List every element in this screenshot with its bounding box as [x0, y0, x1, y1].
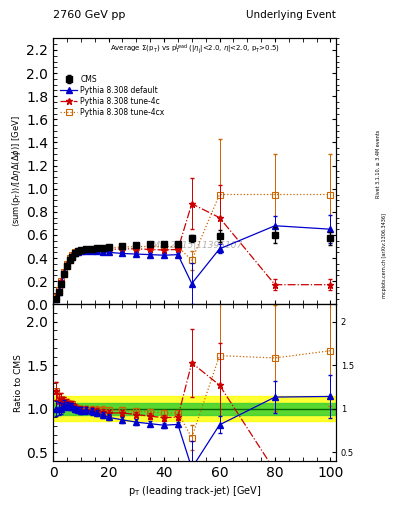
Pythia 8.308 tune-4c — [176, 246, 180, 252]
Line: Pythia 8.308 tune-4cx: Pythia 8.308 tune-4cx — [53, 191, 333, 300]
Pythia 8.308 default — [90, 247, 94, 253]
X-axis label: p$_{\rm T}$ (leading track-jet) [GeV]: p$_{\rm T}$ (leading track-jet) [GeV] — [128, 484, 261, 498]
Pythia 8.308 default — [67, 256, 72, 262]
Pythia 8.308 tune-4c — [67, 255, 72, 261]
Pythia 8.308 tune-4cx — [62, 269, 66, 275]
Text: Underlying Event: Underlying Event — [246, 10, 336, 20]
Pythia 8.308 tune-4c — [56, 287, 61, 293]
Pythia 8.308 tune-4c — [79, 247, 83, 253]
Pythia 8.308 default — [95, 248, 100, 254]
Pythia 8.308 tune-4c — [53, 294, 58, 301]
Pythia 8.308 tune-4cx — [56, 287, 61, 293]
Pythia 8.308 tune-4cx — [134, 244, 139, 250]
Pythia 8.308 tune-4cx — [64, 261, 69, 267]
Y-axis label: Ratio to CMS: Ratio to CMS — [15, 354, 24, 412]
Pythia 8.308 default — [62, 270, 66, 276]
Pythia 8.308 tune-4cx — [328, 191, 333, 198]
Pythia 8.308 tune-4c — [95, 247, 100, 253]
Pythia 8.308 tune-4cx — [84, 247, 89, 253]
Pythia 8.308 default — [79, 248, 83, 254]
Pythia 8.308 tune-4c — [70, 251, 75, 258]
Pythia 8.308 tune-4c — [273, 282, 277, 288]
Pythia 8.308 tune-4cx — [273, 191, 277, 198]
Pythia 8.308 tune-4cx — [101, 245, 105, 251]
Pythia 8.308 tune-4c — [90, 247, 94, 253]
Pythia 8.308 default — [84, 247, 89, 253]
Pythia 8.308 default — [134, 251, 139, 257]
Pythia 8.308 default — [101, 249, 105, 255]
Text: Rivet 3.1.10, ≥ 3.4M events: Rivet 3.1.10, ≥ 3.4M events — [376, 130, 380, 198]
Pythia 8.308 default — [56, 289, 61, 295]
Pythia 8.308 tune-4c — [189, 201, 194, 207]
Pythia 8.308 tune-4c — [120, 246, 125, 252]
Pythia 8.308 tune-4c — [84, 247, 89, 253]
Pythia 8.308 tune-4cx — [148, 244, 152, 250]
Pythia 8.308 tune-4c — [64, 261, 69, 267]
Pythia 8.308 default — [162, 252, 166, 258]
Pythia 8.308 default — [120, 250, 125, 257]
Pythia 8.308 tune-4cx — [79, 247, 83, 253]
Pythia 8.308 tune-4c — [328, 282, 333, 288]
Pythia 8.308 default — [53, 295, 58, 302]
Pythia 8.308 tune-4c — [217, 215, 222, 221]
Pythia 8.308 tune-4cx — [120, 244, 125, 250]
Bar — [53, 396, 336, 421]
Pythia 8.308 default — [273, 223, 277, 229]
Line: Pythia 8.308 tune-4c: Pythia 8.308 tune-4c — [52, 200, 334, 301]
Pythia 8.308 tune-4cx — [95, 246, 100, 252]
Pythia 8.308 default — [64, 262, 69, 268]
Pythia 8.308 tune-4cx — [53, 294, 58, 301]
Text: 2760 GeV pp: 2760 GeV pp — [53, 10, 125, 20]
Pythia 8.308 tune-4c — [134, 246, 139, 252]
Pythia 8.308 tune-4c — [101, 247, 105, 253]
Pythia 8.308 default — [59, 281, 64, 287]
Pythia 8.308 default — [176, 251, 180, 258]
Pythia 8.308 tune-4cx — [76, 248, 81, 254]
Pythia 8.308 tune-4cx — [217, 191, 222, 198]
Text: Average $\Sigma$(p$_{\rm T}$) vs p$_{\rm T}^{\rm lead}$ (|$\eta_{\rm j}$|<2.0, $: Average $\Sigma$(p$_{\rm T}$) vs p$_{\rm… — [110, 42, 279, 56]
Pythia 8.308 tune-4cx — [73, 249, 77, 255]
Y-axis label: $\langle$sum(p$_{\rm T}$)$\rangle$/[$\Delta\eta\Delta(\Delta\phi)$] [GeV]: $\langle$sum(p$_{\rm T}$)$\rangle$/[$\De… — [10, 115, 23, 227]
Text: CMS_2015|11395107: CMS_2015|11395107 — [147, 241, 242, 250]
Pythia 8.308 tune-4c — [59, 278, 64, 284]
Pythia 8.308 tune-4c — [106, 246, 111, 252]
Pythia 8.308 tune-4cx — [90, 246, 94, 252]
Pythia 8.308 default — [73, 250, 77, 257]
Pythia 8.308 tune-4cx — [106, 245, 111, 251]
Pythia 8.308 tune-4cx — [70, 251, 75, 258]
Pythia 8.308 tune-4cx — [67, 255, 72, 261]
Pythia 8.308 default — [189, 281, 194, 287]
Pythia 8.308 default — [217, 246, 222, 252]
Legend: CMS, Pythia 8.308 default, Pythia 8.308 tune-4c, Pythia 8.308 tune-4cx: CMS, Pythia 8.308 default, Pythia 8.308 … — [60, 74, 165, 117]
Pythia 8.308 tune-4cx — [176, 244, 180, 250]
Pythia 8.308 tune-4c — [76, 248, 81, 254]
Pythia 8.308 tune-4cx — [189, 258, 194, 264]
Pythia 8.308 default — [70, 253, 75, 259]
Pythia 8.308 default — [106, 249, 111, 255]
Line: Pythia 8.308 default: Pythia 8.308 default — [53, 223, 333, 302]
Text: mcplots.cern.ch [arXiv:1306.3436]: mcplots.cern.ch [arXiv:1306.3436] — [382, 214, 387, 298]
Bar — [53, 402, 336, 415]
Pythia 8.308 tune-4cx — [59, 278, 64, 284]
Pythia 8.308 tune-4cx — [162, 244, 166, 250]
Pythia 8.308 default — [76, 249, 81, 255]
Pythia 8.308 tune-4c — [73, 249, 77, 255]
Pythia 8.308 tune-4c — [62, 269, 66, 275]
Pythia 8.308 default — [328, 226, 333, 232]
Pythia 8.308 tune-4c — [162, 247, 166, 253]
Pythia 8.308 default — [148, 251, 152, 258]
Pythia 8.308 tune-4c — [148, 246, 152, 252]
